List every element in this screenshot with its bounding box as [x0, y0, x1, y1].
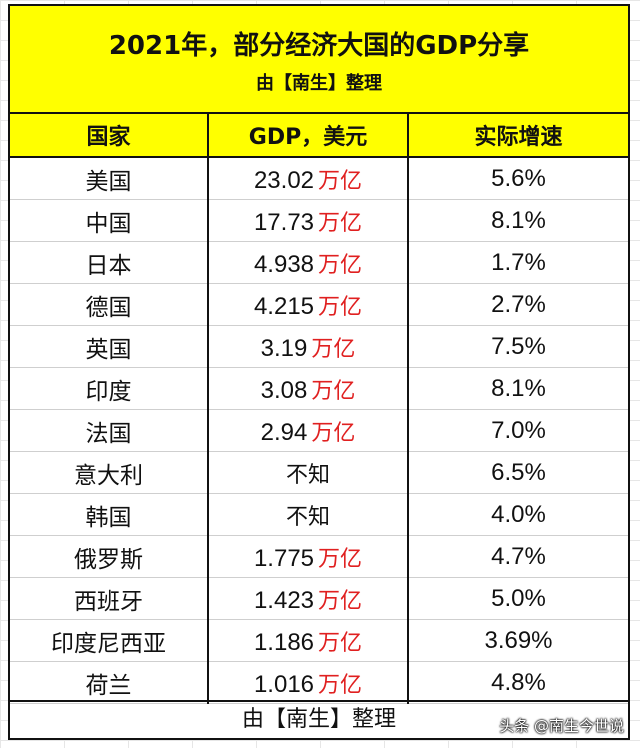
- table-row: 中国 17.73 万亿 8.1%: [10, 199, 628, 242]
- gdp-value: 2.94: [260, 418, 308, 446]
- gdp-cell: 4.215 万亿: [207, 283, 409, 326]
- header-growth: 实际增速: [407, 114, 628, 158]
- growth-cell: 6.5%: [407, 451, 628, 494]
- gdp-unit: 万亿: [311, 378, 356, 404]
- gdp-cell: 不知: [207, 451, 409, 494]
- gdp-cell: 17.73 万亿: [207, 199, 409, 242]
- gdp-value: 1.423: [253, 586, 315, 614]
- gdp-cell: 1.186 万亿: [207, 619, 409, 662]
- gdp-unit: 万亿: [318, 252, 363, 278]
- gdp-unit: 万亿: [311, 420, 356, 446]
- gdp-cell: 3.08 万亿: [207, 367, 409, 410]
- table-footer: 由【南生】整理: [10, 700, 628, 738]
- growth-cell: 5.6%: [407, 157, 628, 200]
- gdp-value: 17.73: [253, 208, 315, 236]
- table-row: 英国 3.19 万亿 7.5%: [10, 325, 628, 368]
- gdp-cell: 1.016 万亿: [207, 661, 409, 704]
- growth-cell: 5.0%: [407, 577, 628, 620]
- country-cell: 日本: [10, 241, 209, 284]
- watermark: 头条 @南生今世说: [499, 717, 624, 735]
- gdp-value: 3.19: [260, 334, 308, 362]
- table-row: 法国 2.94 万亿 7.0%: [10, 409, 628, 452]
- gdp-unit: 万亿: [318, 294, 363, 320]
- gdp-value: 1.016: [253, 670, 315, 698]
- table-row: 西班牙 1.423 万亿 5.0%: [10, 577, 628, 620]
- growth-cell: 7.0%: [407, 409, 628, 452]
- growth-cell: 4.7%: [407, 535, 628, 578]
- table-row: 美国 23.02 万亿 5.6%: [10, 157, 628, 200]
- country-cell: 美国: [10, 157, 209, 200]
- gdp-unit: 万亿: [318, 588, 363, 614]
- table-row: 俄罗斯 1.775 万亿 4.7%: [10, 535, 628, 578]
- header-country: 国家: [10, 114, 209, 158]
- gdp-value: 1.186: [253, 628, 315, 656]
- growth-cell: 8.1%: [407, 199, 628, 242]
- growth-cell: 3.69%: [407, 619, 628, 662]
- table-row: 印度 3.08 万亿 8.1%: [10, 367, 628, 410]
- country-cell: 印度尼西亚: [10, 619, 209, 662]
- country-cell: 西班牙: [10, 577, 209, 620]
- table-title: 2021年，部分经济大国的GDP分享: [108, 31, 530, 61]
- table-row: 意大利 不知 6.5%: [10, 451, 628, 494]
- gdp-unit: 万亿: [318, 210, 363, 236]
- growth-cell: 7.5%: [407, 325, 628, 368]
- header-row: 国家 GDP，美元 实际增速: [10, 114, 628, 158]
- country-cell: 荷兰: [10, 661, 209, 704]
- table-row: 荷兰 1.016 万亿 4.8%: [10, 661, 628, 704]
- header-gdp: GDP，美元: [207, 114, 409, 158]
- gdp-cell: 23.02 万亿: [207, 157, 409, 200]
- gdp-cell: 1.775 万亿: [207, 535, 409, 578]
- country-cell: 德国: [10, 283, 209, 326]
- gdp-value: 1.775: [253, 544, 315, 572]
- gdp-unit: 万亿: [318, 168, 363, 194]
- table-row: 韩国 不知 4.0%: [10, 493, 628, 536]
- gdp-cell: 3.19 万亿: [207, 325, 409, 368]
- country-cell: 意大利: [10, 451, 209, 494]
- growth-cell: 1.7%: [407, 241, 628, 284]
- gdp-unit: 万亿: [318, 630, 363, 656]
- growth-cell: 2.7%: [407, 283, 628, 326]
- gdp-value: 4.938: [253, 250, 315, 278]
- gdp-unit: 万亿: [318, 546, 363, 572]
- growth-cell: 8.1%: [407, 367, 628, 410]
- country-cell: 英国: [10, 325, 209, 368]
- gdp-value: 4.215: [253, 292, 315, 320]
- growth-cell: 4.8%: [407, 661, 628, 704]
- gdp-table: 国家 GDP，美元 实际增速 美国 23.02 万亿 5.6% 中国 17.73 万亿 8.1…: [10, 114, 628, 704]
- gdp-cell: 不知: [207, 493, 409, 536]
- table-row: 日本 4.938 万亿 1.7%: [10, 241, 628, 284]
- country-cell: 韩国: [10, 493, 209, 536]
- gdp-value: 3.08: [260, 376, 308, 404]
- gdp-unit: 万亿: [318, 672, 363, 698]
- gdp-value: 不知: [285, 462, 330, 488]
- country-cell: 俄罗斯: [10, 535, 209, 578]
- gdp-cell: 4.938 万亿: [207, 241, 409, 284]
- country-cell: 印度: [10, 367, 209, 410]
- gdp-cell: 2.94 万亿: [207, 409, 409, 452]
- table-row: 印度尼西亚 1.186 万亿 3.69%: [10, 619, 628, 662]
- country-cell: 中国: [10, 199, 209, 242]
- table-subtitle: 由【南生】整理: [256, 73, 382, 94]
- gdp-table-sheet: 2021年，部分经济大国的GDP分享 由【南生】整理 国家 GDP，美元 实际增…: [8, 4, 630, 740]
- title-block: 2021年，部分经济大国的GDP分享 由【南生】整理: [10, 6, 628, 114]
- gdp-value: 23.02: [253, 166, 315, 194]
- gdp-unit: 万亿: [311, 336, 356, 362]
- gdp-cell: 1.423 万亿: [207, 577, 409, 620]
- gdp-value: 不知: [285, 504, 330, 530]
- country-cell: 法国: [10, 409, 209, 452]
- growth-cell: 4.0%: [407, 493, 628, 536]
- table-row: 德国 4.215 万亿 2.7%: [10, 283, 628, 326]
